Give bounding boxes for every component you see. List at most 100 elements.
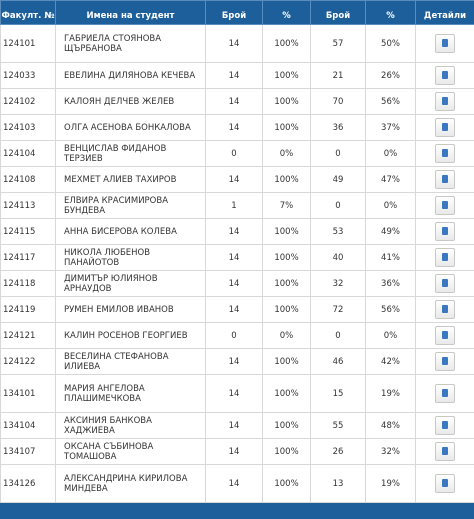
percent: 0% [366,193,416,219]
column-header: % [366,1,416,25]
details-button[interactable] [435,274,455,293]
details-cell [416,271,474,297]
details-cell [416,413,474,439]
percent: 37% [366,115,416,141]
percent: 100% [263,465,311,503]
percent: 100% [263,167,311,193]
student-name: КАЛИН РОСЕНОВ ГЕОРГИЕВ [56,323,206,349]
percent: 100% [263,219,311,245]
details-button[interactable] [435,34,455,53]
percent: 100% [263,439,311,465]
percent: 100% [263,115,311,141]
student-name: ОКСАНА СЪБИНОВА ТОМАШОВА [56,439,206,465]
details-button[interactable] [435,248,455,267]
percent: 100% [263,271,311,297]
details-button[interactable] [435,92,455,111]
count: 26 [311,439,366,465]
count: 14 [206,413,263,439]
count: 46 [311,349,366,375]
count: 40 [311,245,366,271]
percent: 19% [366,375,416,413]
student-id: 124102 [1,89,56,115]
details-button[interactable] [435,118,455,137]
count: 0 [206,141,263,167]
column-header: Имена на студент [56,1,206,25]
count: 0 [311,193,366,219]
percent: 0% [366,141,416,167]
student-name: ВЕСЕЛИНА СТЕФАНОВА ИЛИЕВА [56,349,206,375]
details-cell [416,89,474,115]
student-id: 124115 [1,219,56,245]
student-id: 124033 [1,63,56,89]
student-name: МАРИЯ АНГЕЛОВА ПЛАШИМЕЧКОВА [56,375,206,413]
details-button[interactable] [435,416,455,435]
percent: 42% [366,349,416,375]
details-button[interactable] [435,384,455,403]
student-id: 124118 [1,271,56,297]
percent: 41% [366,245,416,271]
count: 32 [311,271,366,297]
student-id: 124108 [1,167,56,193]
details-button[interactable] [435,326,455,345]
details-button[interactable] [435,196,455,215]
count: 13 [311,465,366,503]
details-cell [416,297,474,323]
details-button[interactable] [435,170,455,189]
count: 0 [311,141,366,167]
details-button[interactable] [435,352,455,371]
details-cell [416,167,474,193]
percent: 100% [263,375,311,413]
count: 14 [206,297,263,323]
student-id: 124104 [1,141,56,167]
details-cell [416,25,474,63]
student-name: АЛЕКСАНДРИНА КИРИЛОВА МИНДЕВА [56,465,206,503]
column-header: Брой [206,1,263,25]
student-id: 124122 [1,349,56,375]
count: 36 [311,115,366,141]
details-button[interactable] [435,222,455,241]
details-cell [416,465,474,503]
percent: 26% [366,63,416,89]
student-name: ЕЛВИРА КРАСИМИРОВА БУНДЕВА [56,193,206,219]
count: 14 [206,375,263,413]
count: 72 [311,297,366,323]
column-header: Детайли [416,1,474,25]
percent: 0% [263,141,311,167]
percent: 100% [263,413,311,439]
details-button[interactable] [435,474,455,493]
count: 0 [206,323,263,349]
student-id: 134104 [1,413,56,439]
details-button[interactable] [435,66,455,85]
details-cell [416,63,474,89]
details-button[interactable] [435,442,455,461]
count: 14 [206,115,263,141]
column-header: Брой [311,1,366,25]
details-cell [416,349,474,375]
table-footer [0,503,474,519]
percent: 100% [263,349,311,375]
percent: 19% [366,465,416,503]
student-id: 124121 [1,323,56,349]
student-id: 134101 [1,375,56,413]
count: 14 [206,167,263,193]
details-button[interactable] [435,144,455,163]
count: 14 [206,349,263,375]
details-button[interactable] [435,300,455,319]
count: 14 [206,219,263,245]
student-name: ЕВЕЛИНА ДИЛЯНОВА КЕЧЕВА [56,63,206,89]
student-name: ВЕНЦИСЛАВ ФИДАНОВ ТЕРЗИЕВ [56,141,206,167]
count: 1 [206,193,263,219]
student-id: 134107 [1,439,56,465]
column-header: % [263,1,311,25]
